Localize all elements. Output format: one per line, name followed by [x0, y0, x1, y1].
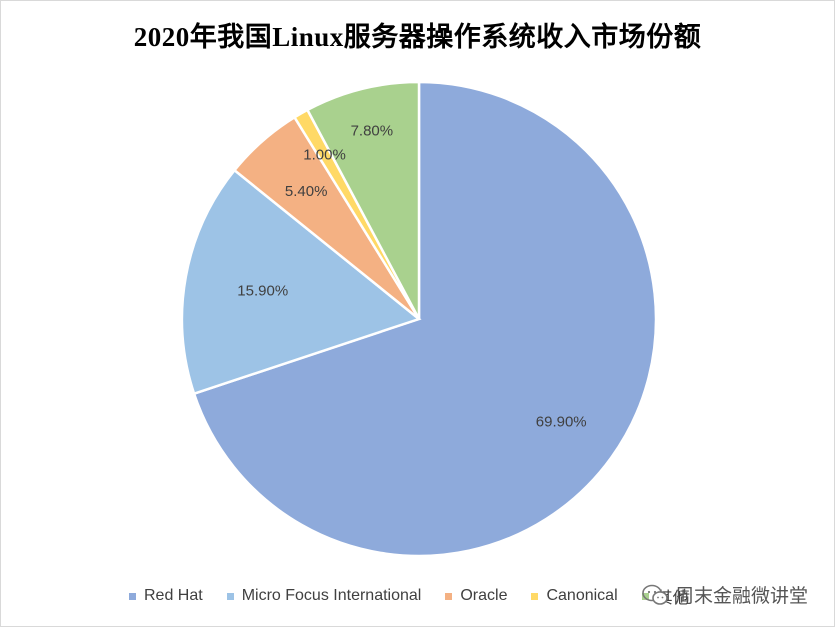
legend-label: Oracle — [460, 587, 508, 604]
pie-labels: 69.90% 15.90% 5.40% 1.00% 7.80% — [237, 122, 586, 430]
legend-label: Red Hat — [144, 587, 203, 604]
legend-label: Micro Focus International — [241, 587, 422, 604]
legend-swatch — [129, 592, 136, 600]
legend-swatch — [531, 592, 539, 600]
pie-slice-micro-focus — [180, 168, 422, 396]
legend-swatch — [641, 592, 649, 600]
legend-label: Canonical — [546, 587, 618, 604]
legend: Red Hat Micro Focus International Oracle… — [129, 586, 713, 607]
wechat-icon — [642, 584, 668, 605]
watermark-text: 周末金融微讲堂 — [674, 586, 808, 607]
data-label-micro-focus: 15.90% — [237, 283, 288, 300]
pie-slice-red-hat — [192, 80, 658, 558]
chart-title: 2020年我国Linux服务器操作系统收入市场份额 — [133, 22, 702, 52]
watermark: 周末金融微讲堂 — [641, 581, 808, 608]
legend-item-red-hat: Red Hat — [129, 587, 203, 605]
data-label-canonical: 1.00% — [303, 147, 346, 164]
pie-slice-other — [305, 80, 421, 320]
legend-swatch — [226, 592, 234, 600]
data-label-red-hat: 69.90% — [536, 414, 587, 431]
pie-slices — [180, 80, 658, 558]
legend-swatch — [445, 592, 453, 600]
legend-item-micro-focus: Micro Focus International — [226, 587, 422, 605]
legend-item-canonical: Canonical — [531, 587, 618, 605]
data-label-oracle: 5.40% — [285, 183, 328, 200]
data-label-other: 7.80% — [351, 122, 394, 139]
legend-item-oracle: Oracle — [445, 587, 507, 605]
